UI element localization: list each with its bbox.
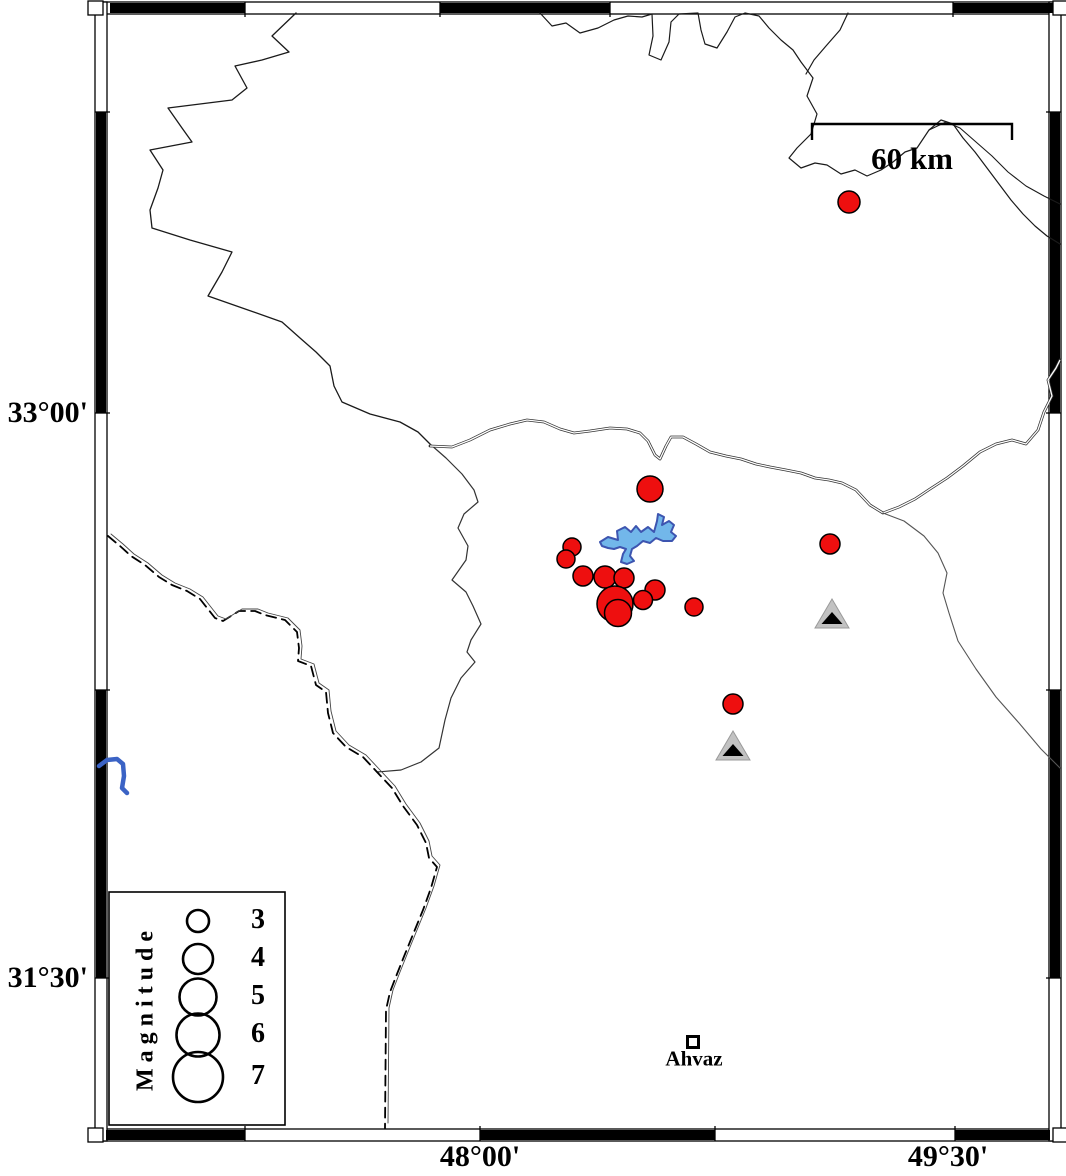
legend-mag-label: 6 <box>251 1018 265 1049</box>
river <box>96 756 130 796</box>
lon-label-48-00: 48°00' <box>439 1140 521 1173</box>
lat-label-31-30: 31°30' <box>7 961 88 994</box>
legend-mag-label: 5 <box>251 980 265 1011</box>
earthquake-marker <box>837 190 861 214</box>
west-border <box>376 443 482 773</box>
earthquake-marker <box>572 565 594 587</box>
frame-corner-square <box>1052 1127 1066 1143</box>
lat-label-33-00: 33°00' <box>7 396 88 429</box>
frame-right-black-segment <box>1050 690 1060 978</box>
earthquake-marker <box>636 475 664 503</box>
earthquake-marker <box>593 565 617 589</box>
earthquake-marker <box>819 533 841 555</box>
earthquake-marker <box>556 549 576 569</box>
sw-dashed-companion <box>110 533 441 1124</box>
city-label-ahvaz: Ahvaz <box>665 1046 723 1071</box>
frame-right-black-segment <box>1050 112 1060 413</box>
city-marker-square <box>686 1035 700 1049</box>
earthquake-marker <box>722 693 744 715</box>
frame-corner-square <box>87 1127 104 1143</box>
station-triangle-inner <box>821 612 843 624</box>
earthquake-marker <box>603 598 633 628</box>
frame-bottom-black-segment <box>480 1130 715 1140</box>
legend-mag-label: 4 <box>251 942 265 973</box>
top-entry-line <box>805 12 849 75</box>
frame-left-black-segment <box>96 112 106 413</box>
frame-top-black-segment <box>440 3 610 13</box>
station-triangle-inner <box>722 744 744 756</box>
legend-magnitude-circle <box>181 942 215 976</box>
lon-label-49-30: 49°30' <box>907 1140 989 1173</box>
legend-magnitude-circle <box>175 1012 221 1058</box>
frame-top-black-segment <box>110 3 245 13</box>
earthquake-marker <box>632 589 654 611</box>
legend-magnitude-circle <box>185 908 211 934</box>
nw-border <box>149 12 431 445</box>
scale-bar-label: 60 km <box>871 141 953 176</box>
east-branch <box>882 512 1061 769</box>
earthquake-marker <box>684 597 704 617</box>
central-region-border <box>428 358 1062 515</box>
frame-corner-square <box>87 0 104 16</box>
top-squiggle <box>539 12 1061 245</box>
legend-title: Magnitude <box>132 924 159 1092</box>
frame-bottom-black-segment <box>106 1130 245 1140</box>
frame-bottom-black-segment <box>955 1130 1050 1140</box>
scale-bar-bracket <box>810 122 1014 140</box>
frame-corner-square <box>1052 0 1066 16</box>
central-region-border-inner-gap <box>429 359 1061 514</box>
earthquake-marker <box>613 567 635 589</box>
sw-dashed-border <box>107 535 438 1129</box>
legend-magnitude-circle <box>178 977 218 1017</box>
frame-top-black-segment <box>953 3 1055 13</box>
frame-left-black-segment <box>96 690 106 978</box>
legend-mag-label: 7 <box>251 1060 265 1091</box>
lake <box>599 513 677 565</box>
legend-magnitude-circle <box>171 1050 225 1104</box>
legend-mag-label: 3 <box>251 904 265 935</box>
